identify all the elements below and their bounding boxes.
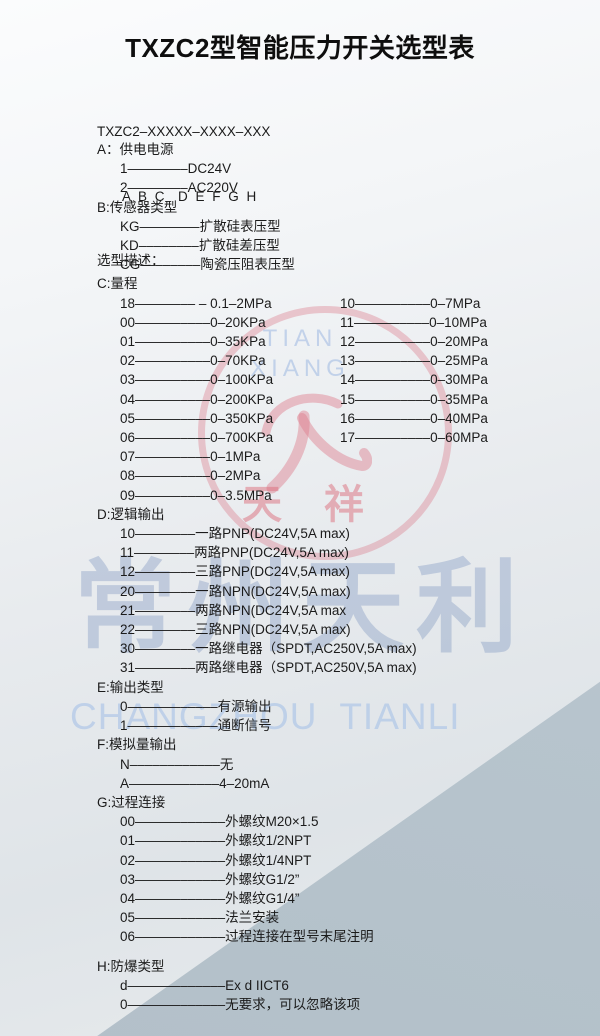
- power-option-line: 1––––––––DC24V: [120, 161, 232, 177]
- range-option-row: 04––––––––––0–200KPa 15––––––––––0–35MPa: [97, 390, 577, 409]
- model-letters-line: A B C D E F G H: [122, 188, 259, 204]
- logic-output-option-line: 10––––––––一路PNP(DC24V,5A max): [120, 526, 350, 542]
- range-option-row: 00––––––––––0–20KPa 11––––––––––0–10MPa: [97, 313, 577, 332]
- section-g-items: 00––––––––––––外螺纹M20×1.5 01––––––––––––外螺…: [97, 812, 577, 946]
- logic-output-option-line: 21––––––––两路NPN(DC24V,5A max: [120, 602, 347, 618]
- range-option-row: 18–––––––– – 0.1–2MPa 10––––––––––0–7MPa: [97, 294, 577, 313]
- range-right-cell: 16––––––––––0–40MPa: [340, 410, 488, 426]
- analog-output-option-line: A––––––––––––4–20mA: [120, 775, 270, 791]
- range-left-cell: 07––––––––––0–1MPa: [120, 449, 261, 465]
- section-c-header: C:量程: [97, 276, 138, 292]
- section-d-items: 10––––––––一路PNP(DC24V,5A max) 11––––––––两…: [97, 524, 577, 678]
- logic-output-option-line: 31––––––––两路继电器（SPDT,AC250V,5A max): [120, 660, 417, 676]
- company-en-watermark: CHANGZHOU TIANLI: [70, 696, 461, 737]
- section-b-items: KG––––––––扩散硅表压型 KD––––––––扩散硅差压型 CG––––––…: [97, 217, 577, 275]
- section-h-items: d–––––––––––––Ex d IICT6 0–––––––––––––无要…: [97, 976, 577, 1014]
- process-connection-option-line: 06––––––––––––过程连接在型号末尾注明: [120, 929, 374, 945]
- range-option-row: 06––––––––––0–700KPa 17––––––––––0–60MPa: [97, 428, 577, 447]
- range-option-row: 02––––––––––0–70KPa 13––––––––––0–25MPa: [97, 351, 577, 370]
- range-option-row: 01––––––––––0–35KPa 12––––––––––0–20MPa: [97, 332, 577, 351]
- tianxiang-ring-watermark: [198, 306, 452, 560]
- section-a: A：供电电源 1––––––––DC24V 2––––––––AC220V: [97, 140, 577, 198]
- model-code-line: TXZC2–XXXXX–XXXX–XXX: [97, 124, 271, 139]
- tianxiang-en-line2: XIANG: [250, 355, 350, 382]
- range-option-row: 09––––––––––0–3.5MPa: [97, 486, 577, 505]
- range-option-row: 07––––––––––0–1MPa: [97, 447, 577, 466]
- output-type-option-line: 1––––––––––––通断信号: [120, 718, 272, 734]
- sensor-option-line: KG––––––––扩散硅表压型: [120, 218, 281, 234]
- process-connection-option-line: 02––––––––––––外螺纹1/4NPT: [120, 852, 312, 868]
- section-h: H:防爆类型 d–––––––––––––Ex d IICT6 0––––––––…: [97, 957, 577, 1015]
- section-e-header: E:输出类型: [97, 679, 164, 695]
- range-left-cell: 08––––––––––0–2MPa: [120, 468, 261, 484]
- range-left-cell: 03––––––––––0–100KPa: [120, 372, 274, 388]
- process-connection-option-line: 04––––––––––––外螺纹G1/4”: [120, 890, 300, 906]
- section-f-header: F:模拟量输出: [97, 737, 177, 753]
- section-b-header: B:传感器类型: [97, 199, 178, 215]
- range-left-cell: 06––––––––––0–700KPa: [120, 430, 274, 446]
- range-right-cell: [340, 466, 577, 485]
- range-option-row: 08––––––––––0–2MPa: [97, 466, 577, 485]
- range-left-cell: 01––––––––––0–35KPa: [120, 334, 266, 350]
- logic-output-option-line: 12––––––––三路PNP(DC24V,5A max): [120, 564, 350, 580]
- section-f: F:模拟量输出 N––––––––––––无 A––––––––––––4–20m…: [97, 735, 577, 793]
- range-left-cell: 09––––––––––0–3.5MPa: [120, 487, 272, 503]
- sensor-option-line: KD––––––––扩散硅差压型: [120, 238, 280, 254]
- logic-output-option-line: 30––––––––一路继电器（SPDT,AC250V,5A max): [120, 641, 417, 657]
- range-option-row: 03––––––––––0–100KPa 14––––––––––0–30MPa: [97, 370, 577, 389]
- logic-output-option-line: 22––––––––三路NPN(DC24V,5A max): [120, 622, 351, 638]
- model-code-block: TXZC2–XXXXX–XXXX–XXX A B C D E F G H 选型描…: [97, 78, 270, 315]
- section-e-items: 0––––––––––––有源输出 1––––––––––––通断信号: [97, 697, 577, 735]
- section-g-header: G:过程连接: [97, 794, 166, 810]
- power-option-line: 2––––––––AC220V: [120, 180, 238, 196]
- range-right-cell: 13––––––––––0–25MPa: [340, 353, 488, 369]
- range-left-cell: 00––––––––––0–20KPa: [120, 314, 266, 330]
- logic-output-option-line: 11––––––––两路PNP(DC24V,5A max): [120, 545, 349, 561]
- tianxiang-en-line1: TIAN: [262, 325, 338, 352]
- process-connection-option-line: 01––––––––––––外螺纹1/2NPT: [120, 833, 312, 849]
- output-type-option-line: 0––––––––––––有源输出: [120, 698, 272, 714]
- range-right-cell: 12––––––––––0–20MPa: [340, 334, 488, 350]
- section-c-rows: 18–––––––– – 0.1–2MPa 10––––––––––0–7MPa 0…: [97, 294, 577, 505]
- section-f-items: N––––––––––––无 A––––––––––––4–20mA: [97, 755, 577, 793]
- range-right-cell: [340, 447, 577, 466]
- range-right-cell: [340, 486, 577, 505]
- range-left-cell: 04––––––––––0–200KPa: [120, 391, 274, 407]
- selection-table-content: A：供电电源 1––––––––DC24V 2––––––––AC220V B:传…: [97, 140, 577, 1014]
- process-connection-option-line: 05––––––––––––法兰安装: [120, 910, 280, 926]
- section-e: E:输出类型 0––––––––––––有源输出 1––––––––––––通断信…: [97, 678, 577, 736]
- tianxiang-en-watermark: TIAN XIANG: [230, 324, 370, 384]
- page-title: TXZC2型智能压力开关选型表: [125, 33, 475, 63]
- range-right-cell: 15––––––––––0–35MPa: [340, 391, 488, 407]
- process-connection-option-line: 00––––––––––––外螺纹M20×1.5: [120, 814, 319, 830]
- tianxiang-cn-watermark: 天 祥: [242, 481, 378, 528]
- section-a-header: A：供电电源: [97, 142, 174, 157]
- selection-desc-label: 选型描述：: [97, 253, 165, 268]
- range-right-cell: 11––––––––––0–10MPa: [340, 314, 487, 330]
- sensor-option-line: CG––––––––陶瓷压阻表压型: [120, 257, 295, 273]
- process-connection-option-line: 03––––––––––––外螺纹G1/2”: [120, 871, 300, 887]
- tianxiang-logo-icon: [252, 386, 373, 501]
- section-b: B:传感器类型 KG––––––––扩散硅表压型 KD––––––––扩散硅差压型…: [97, 198, 577, 275]
- analog-output-option-line: N––––––––––––无: [120, 756, 234, 772]
- section-d-header: D:逻辑输出: [97, 506, 165, 522]
- section-g: G:过程连接 00––––––––––––外螺纹M20×1.5 01–––––––…: [97, 793, 577, 947]
- range-option-row: 05––––––––––0–350KPa 16––––––––––0–40MPa: [97, 409, 577, 428]
- range-left-cell: 18–––––––– – 0.1–2MPa: [120, 295, 272, 311]
- section-c: C:量程 18–––––––– – 0.1–2MPa 10––––––––––0–…: [97, 274, 577, 504]
- explosion-proof-option-line: d–––––––––––––Ex d IICT6: [120, 977, 289, 993]
- section-h-header: H:防爆类型: [97, 958, 165, 974]
- range-right-cell: 14––––––––––0–30MPa: [340, 372, 488, 388]
- company-cn-watermark: 常州天利: [74, 551, 530, 665]
- logic-output-option-line: 20––––––––一路NPN(DC24V,5A max): [120, 583, 351, 599]
- range-right-cell: 17––––––––––0–60MPa: [340, 430, 488, 446]
- range-right-cell: 10––––––––––0–7MPa: [340, 295, 481, 311]
- section-d: D:逻辑输出 10––––––––一路PNP(DC24V,5A max) 11––…: [97, 505, 577, 678]
- section-a-items: 1––––––––DC24V 2––––––––AC220V: [97, 159, 577, 197]
- explosion-proof-option-line: 0–––––––––––––无要求，可以忽略该项: [120, 996, 361, 1012]
- range-left-cell: 05––––––––––0–350KPa: [120, 410, 274, 426]
- range-left-cell: 02––––––––––0–70KPa: [120, 353, 266, 369]
